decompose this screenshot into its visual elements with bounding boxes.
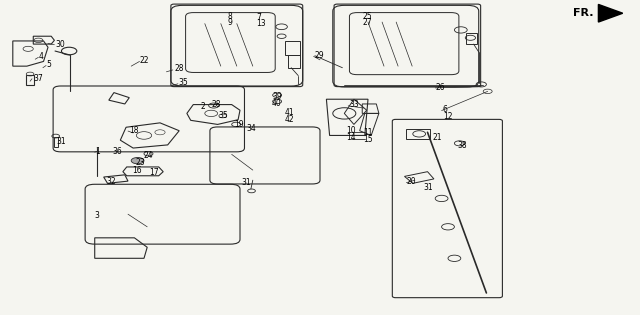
Text: 20: 20 [406,177,416,186]
Text: 39: 39 [272,92,282,100]
Text: 1: 1 [95,147,100,156]
Text: 36: 36 [113,147,122,156]
Text: 17: 17 [149,168,159,177]
Text: 26: 26 [436,83,445,92]
Text: 28: 28 [211,100,221,109]
Text: 31: 31 [241,178,251,186]
Text: 19: 19 [234,120,244,129]
Text: 25: 25 [362,12,372,21]
Text: 23: 23 [135,158,145,167]
Text: 32: 32 [107,177,116,186]
Text: 42: 42 [285,115,294,124]
Text: 10: 10 [346,126,356,135]
Text: 21: 21 [433,133,442,142]
Text: 22: 22 [140,56,149,65]
Text: 18: 18 [129,126,139,135]
Text: 24: 24 [143,151,153,160]
Text: 30: 30 [56,40,65,49]
Text: 3: 3 [95,211,100,220]
Text: 14: 14 [346,133,356,142]
Text: 27: 27 [362,18,372,27]
Text: 15: 15 [364,135,373,144]
Text: 2: 2 [201,102,205,111]
Circle shape [131,158,144,164]
Text: 7: 7 [256,13,261,22]
Text: 38: 38 [458,141,467,150]
Text: 41: 41 [285,108,294,117]
Text: 5: 5 [47,60,52,69]
Text: 28: 28 [174,64,184,73]
Text: 29: 29 [315,51,324,60]
Text: 4: 4 [39,52,44,60]
Text: 31: 31 [56,137,66,146]
Text: 11: 11 [364,128,373,137]
Text: 37: 37 [33,74,43,83]
Text: FR.: FR. [573,8,593,18]
Text: 35: 35 [219,112,228,120]
Polygon shape [598,4,623,22]
Text: 31: 31 [424,183,433,192]
Text: 35: 35 [179,78,188,87]
Text: 16: 16 [132,166,142,175]
Text: 8: 8 [227,12,232,21]
Text: 34: 34 [246,124,256,133]
Text: 13: 13 [256,20,266,28]
Text: 40: 40 [272,99,282,108]
Text: 6: 6 [443,106,448,114]
Text: 12: 12 [443,112,452,121]
Text: 9: 9 [227,18,232,27]
Text: 33: 33 [349,100,359,109]
